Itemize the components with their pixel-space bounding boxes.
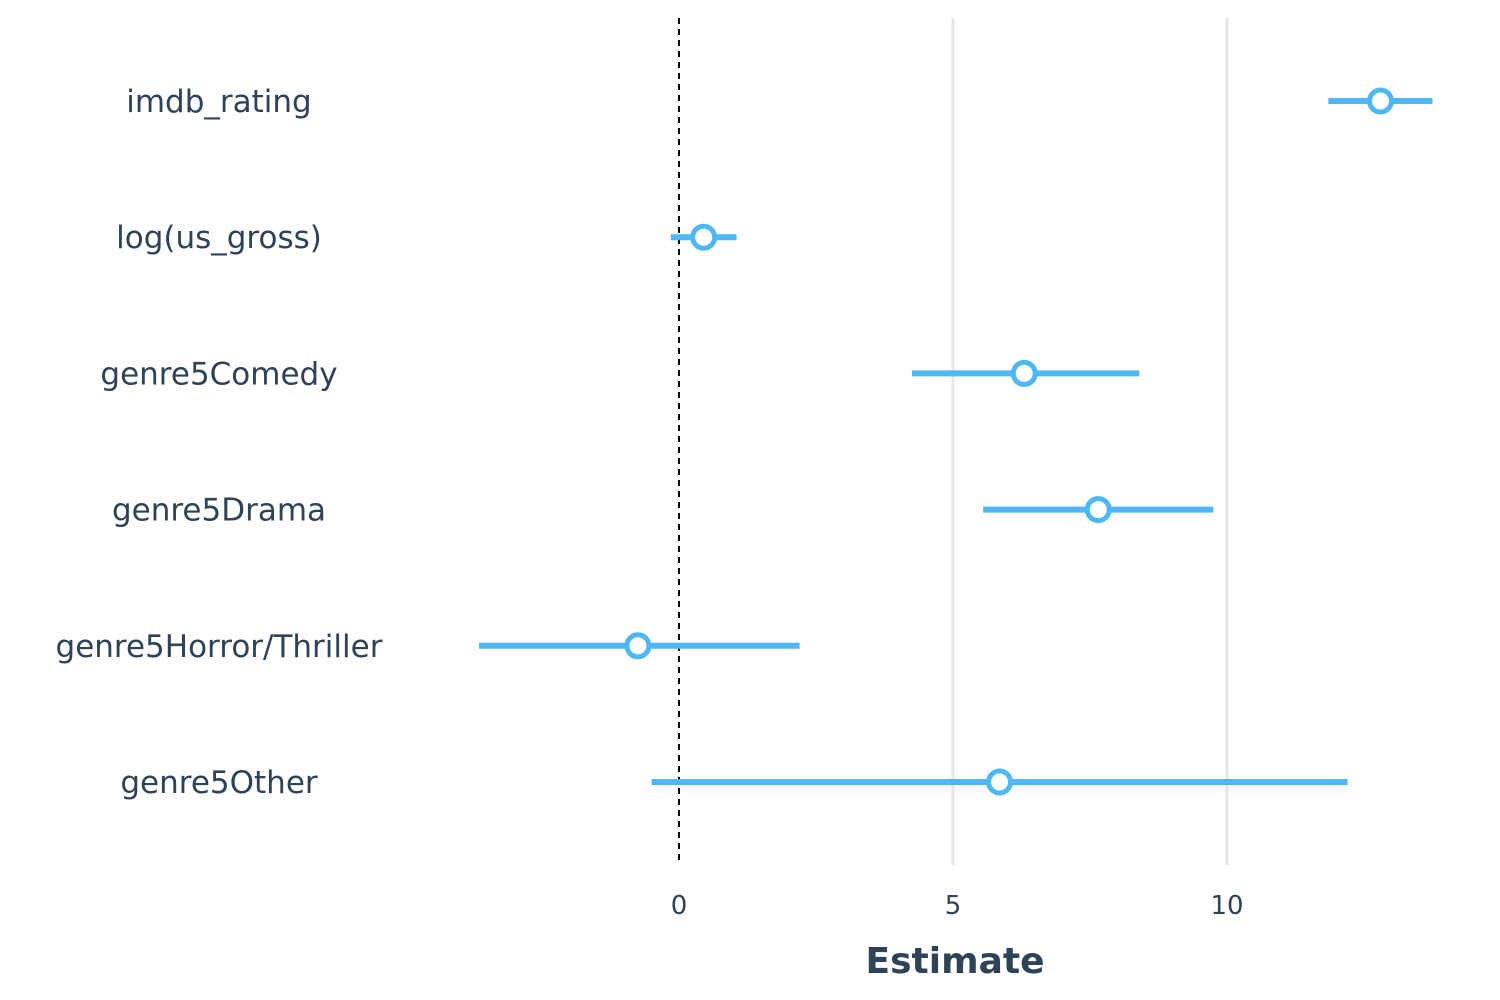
term-label-log-us-gross-: log(us_gross) <box>116 220 322 256</box>
grid-layer <box>951 18 1229 865</box>
x-tick-label-5: 5 <box>945 891 962 921</box>
term-label-imdb-rating: imdb_rating <box>126 84 312 120</box>
term-labels: imdb_rating log(us_gross) genre5Comedy genr… <box>56 84 383 801</box>
x-axis-title: Estimate <box>866 941 1045 982</box>
term-label-genre5drama: genre5Drama <box>112 493 326 529</box>
estimate-point-genre5other <box>986 768 1014 796</box>
x-tick-labels: 0 5 10 <box>671 891 1244 921</box>
series-layer <box>478 87 1433 796</box>
term-label-genre5comedy: genre5Comedy <box>100 356 337 392</box>
estimate-point-genre5comedy <box>1010 359 1038 387</box>
estimate-point-genre5horror-thriller <box>624 632 652 660</box>
estimate-point-log-us-gross- <box>690 223 718 251</box>
estimate-point-genre5drama <box>1084 496 1112 524</box>
estimate-point-imdb-rating <box>1366 87 1394 115</box>
x-tick-label-0: 0 <box>671 891 688 921</box>
term-label-genre5horror-thriller: genre5Horror/Thriller <box>56 629 383 665</box>
term-label-genre5other: genre5Other <box>120 765 318 801</box>
x-tick-label-10: 10 <box>1210 891 1243 921</box>
